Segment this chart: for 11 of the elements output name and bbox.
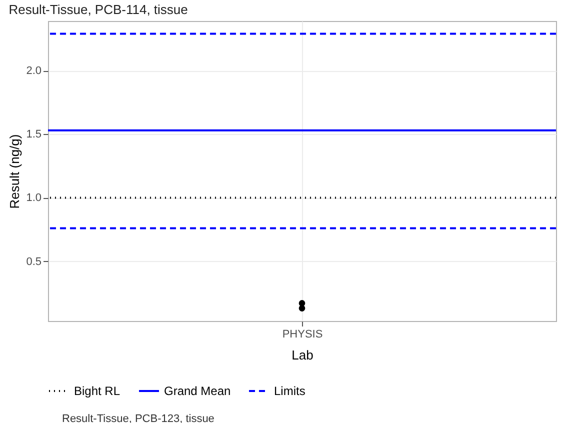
y-tick-label: 1.0 [26,192,42,204]
legend-label: Bight RL [74,384,120,398]
x-axis-title: Lab [292,348,314,362]
y-tick-label: 0.5 [26,256,42,268]
x-tick-label: PHYSIS [282,328,323,340]
chart-title: Result-Tissue, PCB-114, tissue [8,2,188,17]
legend-label: Grand Mean [164,384,231,398]
y-tick-label: 2.0 [26,65,42,78]
y-axis-title: Result (ng/g) [7,134,22,209]
y-tick-label: 1.5 [26,128,42,141]
legend-label: Limits [274,384,306,398]
